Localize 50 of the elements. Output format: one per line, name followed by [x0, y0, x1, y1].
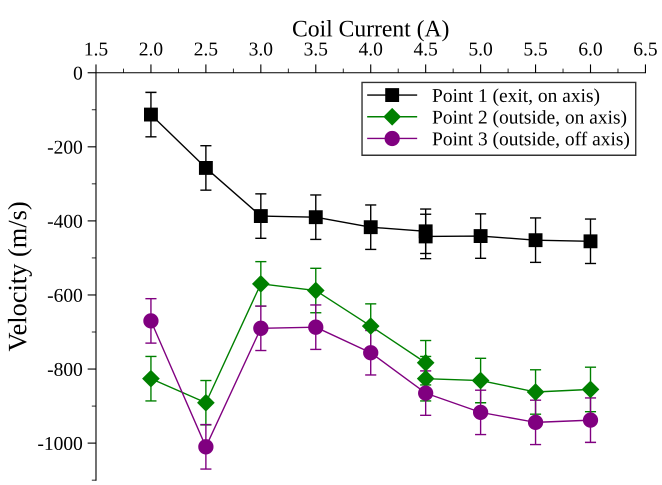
- point: [252, 275, 270, 292]
- legend-label: Point 1 (exit, on axis): [432, 88, 600, 106]
- point: [143, 313, 159, 329]
- x-tick-label: 6.0: [579, 42, 602, 56]
- y-tick-label: -600: [48, 288, 82, 302]
- point: [528, 414, 544, 430]
- legend-label: Point 2 (outside, on axis): [432, 110, 626, 128]
- y-axis-title: Velocity (m/s): [8, 202, 32, 352]
- point: [527, 383, 544, 401]
- x-tick-label: 3.5: [304, 42, 328, 56]
- point: [474, 229, 488, 244]
- x-tick-label: 2.0: [140, 42, 162, 56]
- point: [254, 209, 268, 224]
- point: [582, 412, 598, 428]
- point: [197, 394, 214, 412]
- x-tick-label: 6.5: [634, 42, 657, 56]
- point: [253, 320, 268, 336]
- point: [472, 372, 490, 390]
- x-axis-title: Coil Current (A): [293, 20, 448, 42]
- x-tick-label: 5.0: [470, 42, 492, 56]
- point: [363, 345, 378, 360]
- point: [417, 354, 434, 372]
- point: [417, 370, 434, 388]
- point: [362, 318, 380, 335]
- x-tick-label: 5.5: [524, 42, 547, 56]
- legend-label: Point 3 (outside, off axis): [432, 132, 630, 150]
- y-tick-label: -800: [48, 362, 82, 376]
- y-tick-label: -400: [48, 214, 82, 228]
- point: [472, 404, 488, 420]
- point: [198, 439, 214, 454]
- point: [582, 380, 600, 398]
- y-tick-label: -1000: [38, 436, 82, 450]
- x-tick-label: 1.5: [86, 42, 108, 56]
- point: [418, 385, 434, 401]
- point: [418, 230, 433, 244]
- point: [144, 108, 158, 122]
- point: [198, 160, 213, 175]
- x-tick-label: 4.0: [358, 42, 382, 56]
- point: [307, 282, 324, 300]
- x-tick-label: 3.0: [250, 42, 272, 56]
- x-tick-label: 4.5: [414, 42, 438, 56]
- point: [364, 220, 378, 234]
- point: [142, 370, 160, 388]
- point: [308, 210, 323, 224]
- point: [308, 320, 324, 335]
- y-tick-label: -200: [48, 140, 82, 154]
- point: [584, 234, 598, 248]
- point: [528, 233, 543, 248]
- x-tick-label: 2.5: [194, 42, 218, 56]
- y-tick-label: 0: [74, 66, 82, 80]
